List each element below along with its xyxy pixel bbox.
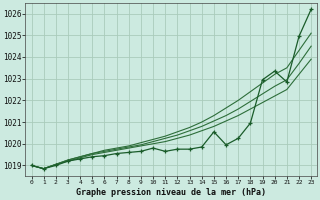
X-axis label: Graphe pression niveau de la mer (hPa): Graphe pression niveau de la mer (hPa): [76, 188, 266, 197]
